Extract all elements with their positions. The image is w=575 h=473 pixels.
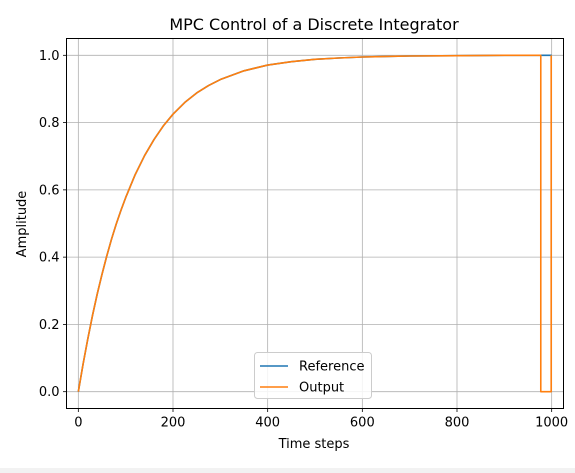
legend: Reference Output <box>254 352 372 399</box>
y-tick-label: 0.2 <box>39 318 60 333</box>
series-line-reference <box>77 54 552 392</box>
series-lines <box>77 54 552 393</box>
y-tick-label: 0.8 <box>39 116 60 131</box>
chart-title: MPC Control of a Discrete Integrator <box>169 15 459 34</box>
x-tick-label: 0 <box>74 416 82 431</box>
y-axis-ticks: 0.0 0.2 0.4 0.6 0.8 1.0 <box>39 49 67 400</box>
x-tick-label: 800 <box>445 416 470 431</box>
window-bottom-edge <box>0 468 575 473</box>
x-tick-label: 1000 <box>535 416 568 431</box>
x-tick-label: 600 <box>350 416 375 431</box>
x-tick-label: 400 <box>255 416 280 431</box>
x-tick-label: 200 <box>161 416 186 431</box>
plot-area-frame <box>66 38 564 409</box>
x-axis-ticks: 0 200 400 600 800 1000 <box>74 408 568 431</box>
x-axis-label: Time steps <box>278 437 350 452</box>
y-tick-label: 0.6 <box>39 183 60 198</box>
legend-label-reference: Reference <box>299 360 364 375</box>
y-tick-label: 0.0 <box>39 385 60 400</box>
y-axis-label: Amplitude <box>15 191 30 258</box>
series-line-output <box>77 54 552 393</box>
y-tick-label: 0.4 <box>39 251 60 266</box>
y-tick-label: 1.0 <box>39 49 60 64</box>
legend-label-output: Output <box>299 381 344 396</box>
